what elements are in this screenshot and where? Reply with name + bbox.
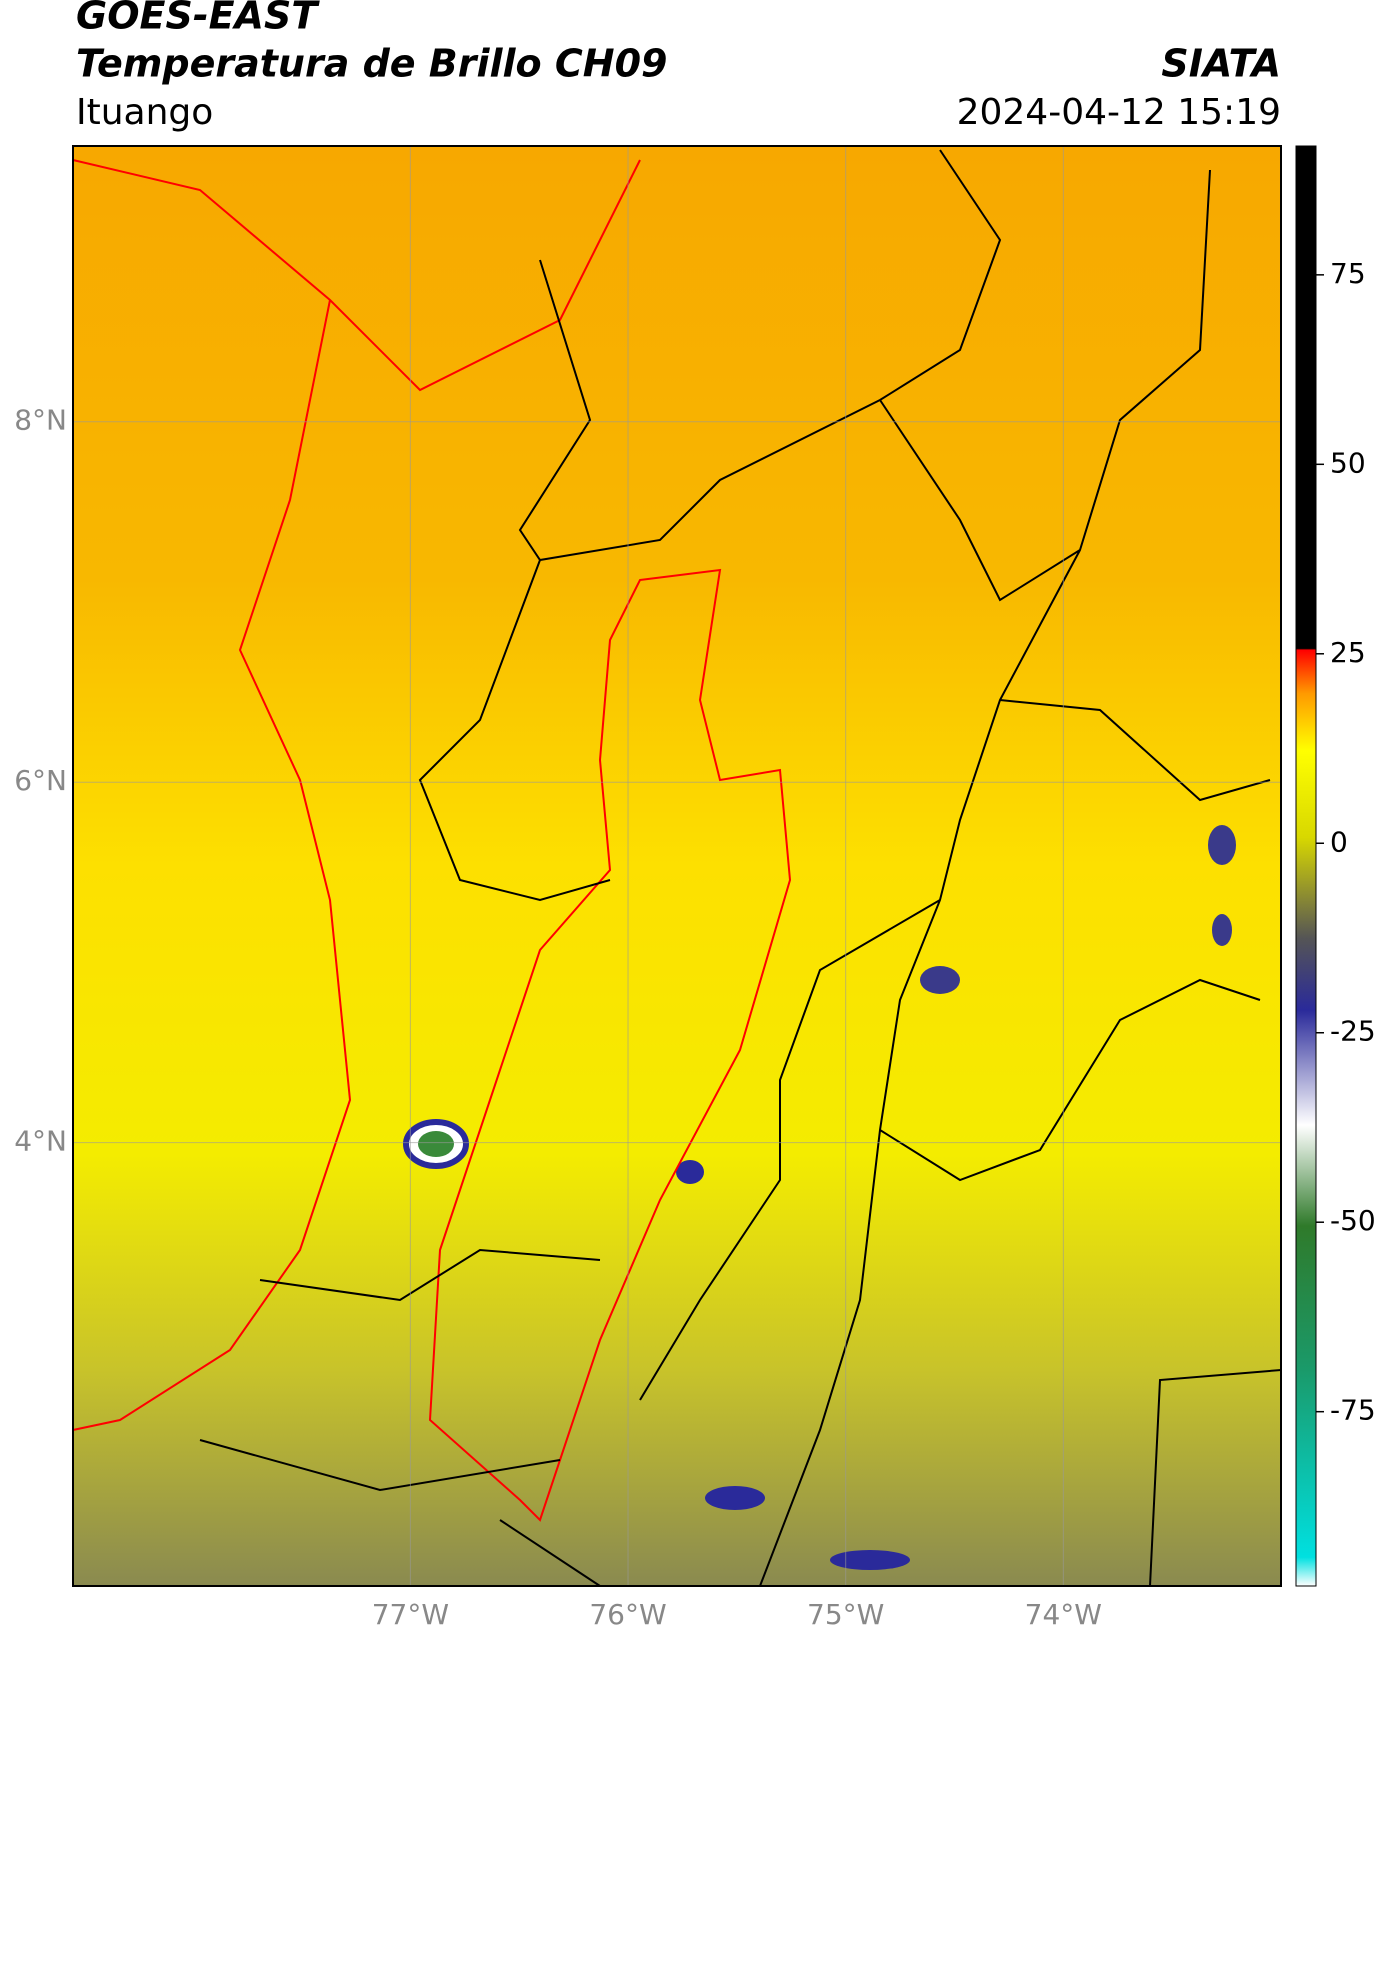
lat-tick-label: 6°N — [14, 764, 67, 797]
cloud-features — [403, 825, 1236, 1570]
lat-tick-label: 8°N — [14, 404, 67, 437]
lon-tick-label: 77°W — [372, 1598, 449, 1631]
lon-tick-label: 76°W — [589, 1598, 666, 1631]
cloud — [705, 1486, 765, 1510]
lon-tick-label: 74°W — [1025, 1598, 1102, 1631]
colorbar — [1295, 145, 1317, 1587]
cloud — [1208, 825, 1236, 865]
cloud — [418, 1131, 454, 1157]
colorbar-tick-label: 0 — [1330, 825, 1348, 858]
cloud — [1212, 914, 1232, 946]
product: Temperatura de Brillo CH09 — [76, 42, 667, 86]
borders — [72, 149, 1282, 1587]
cloud — [920, 966, 960, 994]
colorbar-ticks: 75 50 25 0 -25 -50 -75 — [1316, 257, 1376, 1427]
cloud — [830, 1550, 910, 1570]
coastline — [72, 159, 641, 1431]
colorbar-tick-label: 25 — [1330, 636, 1366, 669]
colorbar-tick-label: -75 — [1330, 1394, 1376, 1427]
agency: SIATA — [1161, 42, 1281, 86]
admin-border — [199, 149, 1282, 1587]
map-background — [73, 146, 1281, 1586]
colorbar-tick-label: -50 — [1330, 1204, 1376, 1237]
lon-tick-label: 75°W — [807, 1598, 884, 1631]
colorbar-tick-label: -25 — [1330, 1015, 1376, 1048]
location: Ituango — [76, 92, 213, 133]
datetime: 2024-04-12 15:19 — [957, 92, 1281, 133]
map-frame — [72, 145, 1282, 1587]
colorbar-tick-label: 75 — [1330, 257, 1366, 290]
colorbar-tick-label: 50 — [1330, 446, 1366, 479]
lat-tick-label: 4°N — [14, 1125, 67, 1158]
graticule: 8°N 6°N 4°N 77°W 76°W 75°W 74°W — [14, 146, 1281, 1631]
cloud — [676, 1160, 704, 1184]
satellite: GOES-EAST — [76, 0, 320, 38]
